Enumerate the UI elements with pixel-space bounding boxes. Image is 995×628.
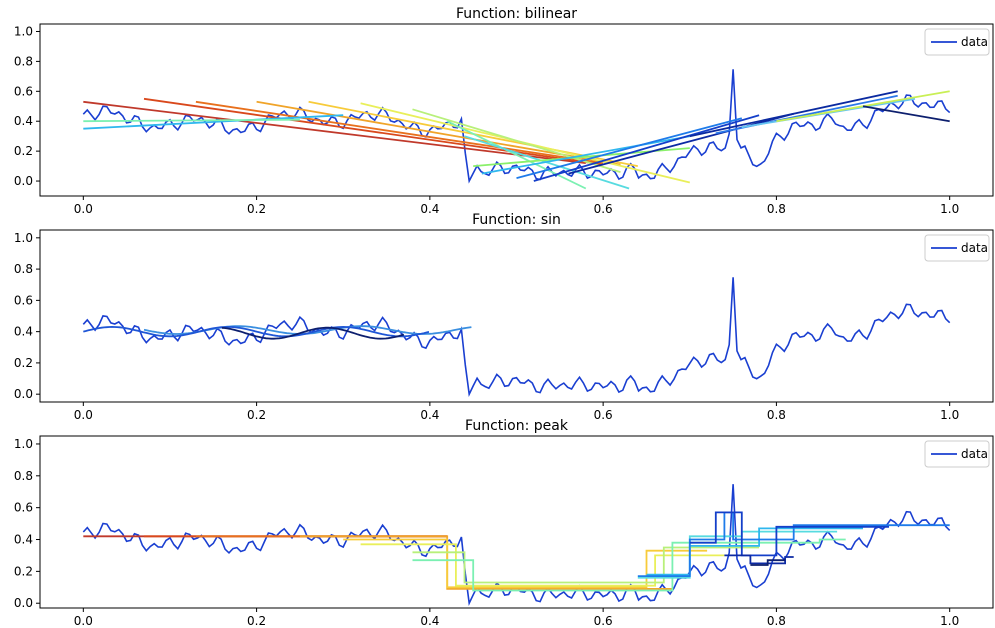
fit-line [862,105,950,123]
fit-line [83,325,430,338]
fit-line [516,117,743,179]
fit-line [689,511,889,557]
y-tick-label: 0.0 [14,596,33,610]
y-tick-label: 0.8 [14,469,33,483]
x-tick-label: 0.4 [420,614,439,628]
chart-title: Function: sin [472,212,561,228]
fit-line [83,114,344,130]
chart-title: Function: bilinear [456,6,577,22]
fit-line [412,108,621,173]
fit-line [412,546,760,584]
y-tick-label: 0.0 [14,387,33,401]
plot-frame [39,435,994,609]
y-tick-label: 0.2 [14,356,33,370]
chart-panel-1: Function: bilinear 0.0 0.2 0.4 0.6 0.8 1.0 0.0 0… [14,6,994,216]
legend-label: data [961,241,988,255]
data-series-line [82,69,951,184]
y-tick-label: 0.2 [14,564,33,578]
x-tick-label: 0.6 [594,408,613,422]
fit-line [568,112,794,175]
legend: data [924,234,990,262]
fit-line [750,559,786,566]
x-tick-label: 0.2 [247,614,266,628]
y-tick-label: 1.0 [14,437,33,451]
y-tick-label: 0.6 [14,501,33,515]
x-tick-label: 1.0 [940,614,959,628]
x-tick-label: 0.4 [420,202,439,216]
y-tick-label: 1.0 [14,24,33,38]
x-tick-label: 0.0 [74,202,93,216]
y-tick-label: 0.4 [14,114,33,128]
x-tick-label: 0.0 [74,408,93,422]
x-tick-label: 1.0 [940,408,959,422]
x-tick-label: 0.6 [594,202,613,216]
fit-line [637,511,950,577]
x-tick-label: 0.2 [247,408,266,422]
fit-line [412,538,846,592]
y-tick-label: 0.6 [14,293,33,307]
legend-label: data [961,35,988,49]
y-tick-label: 0.0 [14,174,33,188]
legend: data [924,440,990,468]
y-tick-label: 0.4 [14,533,33,547]
fit-line [299,535,673,590]
fit-line [195,100,604,164]
fit-line [360,543,725,587]
chart-panel-3: Function: peak 0.0 0.2 0.4 0.6 0.8 1.0 0.0 0.2 0.… [14,418,994,628]
plot-area [82,69,951,190]
fit-line [83,118,300,123]
x-tick-label: 0.8 [767,614,786,628]
plot-frame [39,23,994,197]
chart-panel-2: Function: sin 0.0 0.2 0.4 0.6 0.8 1.0 0.0 0.2 0.4… [14,212,994,422]
plot-area [82,277,951,397]
y-tick-label: 0.8 [14,54,33,68]
y-tick-label: 0.2 [14,144,33,158]
fit-line [221,326,405,340]
x-tick-label: 0.2 [247,202,266,216]
x-tick-label: 0.0 [74,614,93,628]
chart-title: Function: peak [465,418,569,434]
legend-label: data [961,447,988,461]
fit-line [446,120,587,190]
plot-area [82,484,951,606]
legend: data [924,28,990,56]
fit-line [343,538,708,589]
fit-line [533,114,760,182]
plot-frame [39,229,994,403]
y-tick-label: 0.8 [14,262,33,276]
y-tick-label: 1.0 [14,231,33,245]
x-tick-label: 1.0 [940,202,959,216]
x-tick-label: 0.8 [767,202,786,216]
fit-line [481,135,690,175]
fit-line [689,90,898,138]
fit-line [83,100,586,164]
fit-line [143,97,604,166]
data-series-line [82,277,951,397]
y-tick-label: 0.4 [14,325,33,339]
x-tick-label: 0.6 [594,614,613,628]
x-tick-label: 0.8 [767,408,786,422]
x-tick-label: 0.4 [420,408,439,422]
y-tick-label: 0.6 [14,84,33,98]
